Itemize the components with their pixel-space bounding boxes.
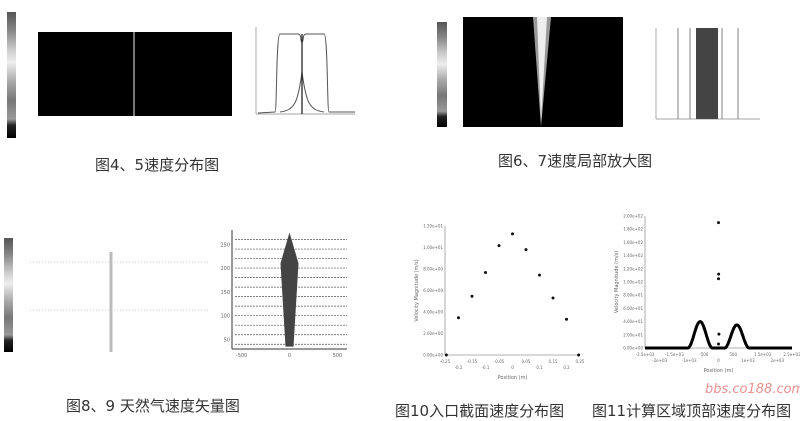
data-point	[551, 296, 555, 300]
x-tick-label: -2e+03	[652, 358, 667, 363]
fig8-vector-field	[30, 252, 210, 352]
x-axis-label: Position (m)	[498, 375, 528, 381]
fig11-caption: 图11计算区域顶部速度分布图	[592, 402, 792, 420]
data-point	[524, 248, 528, 252]
y-tick-label: 1.80e+02	[623, 227, 643, 232]
y-tick-label: 150	[220, 290, 230, 296]
data-point	[717, 221, 720, 225]
y-tick-label: 0.00e+00	[423, 353, 443, 358]
x-tick-label: 0	[511, 365, 514, 370]
x-tick-label: -0.15	[467, 359, 478, 364]
y-tick-label: 2.00e+02	[623, 214, 643, 219]
x-tick-label: -1e+03	[682, 358, 697, 363]
x-tick-label: 500	[729, 352, 737, 357]
fig4-jet-line	[133, 32, 135, 116]
x-tick-label: -2.5e+03	[636, 352, 655, 357]
y-tick-label: 1.40e+02	[623, 253, 643, 258]
x-axis-label: Position (m)	[704, 368, 734, 374]
fig8-colorbar	[4, 238, 13, 352]
fig8-9-caption: 图8、9 天然气速度矢量图	[66, 397, 240, 415]
data-point	[717, 332, 721, 336]
y-tick-label: 1.00e+01	[423, 245, 443, 250]
x-tick-label: 500	[333, 353, 343, 359]
y-axis-label: Velocity Magnitude (m/s)	[414, 259, 420, 321]
data-point	[717, 272, 721, 276]
y-tick-label: 200	[220, 266, 230, 272]
fig7-contour-plot	[655, 28, 760, 120]
vector-plume	[280, 232, 299, 347]
y-tick-label: 8.00e+01	[623, 293, 643, 298]
x-tick-label: -0.05	[494, 359, 505, 364]
x-tick-label: 2e+03	[771, 358, 785, 363]
x-tick-label: -1.5e+03	[665, 352, 684, 357]
data-point	[717, 342, 720, 346]
y-tick-label: 50	[224, 337, 230, 343]
fig10-caption: 图10入口截面速度分布图	[395, 402, 565, 420]
y-tick-label: 2.00e+00	[423, 331, 443, 336]
y-tick-label: 1.20e+01	[423, 224, 443, 229]
y-tick-label: 4.00e+01	[623, 319, 643, 324]
y-tick-label: 1.20e+02	[623, 266, 643, 271]
data-point	[538, 273, 541, 277]
y-tick-label: 1.60e+02	[623, 240, 643, 245]
x-tick-label: 1e+03	[741, 358, 755, 363]
fig4-contour-image	[38, 32, 232, 116]
data-point	[484, 271, 487, 275]
y-tick-label: 250	[220, 242, 230, 248]
fig11-scatter-chart: -2.5e+03-2e+03-1.5e+03-1e+03-500 0 500 1e+0…	[614, 214, 800, 375]
data-point	[470, 294, 474, 298]
x-tick-label: 2.5e+03	[783, 352, 800, 357]
data-point	[497, 244, 501, 248]
x-tick-label: 0	[288, 353, 291, 359]
x-tick-label: 0.25	[576, 359, 585, 364]
fig6-contour-image	[463, 17, 623, 127]
x-tick-label: 0	[717, 358, 720, 363]
data-point	[565, 317, 568, 321]
x-tick-label: -0.1	[482, 365, 490, 370]
data-point	[511, 232, 514, 236]
fig5-velocity-profile	[255, 27, 355, 115]
y-tick-label: 6.00e+00	[423, 288, 443, 293]
fig4-5-caption: 图4、5速度分布图	[95, 156, 220, 174]
data-point	[577, 353, 581, 357]
x-tick-label: 0.05	[522, 359, 531, 364]
x-tick-label: -500	[236, 353, 247, 359]
y-tick-label: 1.00e+02	[623, 280, 643, 285]
x-tick-label: 1.5e+03	[754, 352, 772, 357]
x-tick-label: -0.2	[455, 365, 463, 370]
data-point	[717, 277, 720, 281]
y-tick-label: 4.00e+00	[423, 310, 443, 315]
y-tick-label: 6.00e+01	[623, 306, 643, 311]
watermark: bbs.co188.com	[705, 382, 800, 397]
x-tick-label: 0.15	[549, 359, 558, 364]
x-tick-label: 0.2	[563, 365, 570, 370]
fig6-colorbar	[437, 22, 447, 127]
x-tick-label: 0.1	[536, 365, 543, 370]
y-tick-label: 100	[220, 314, 230, 320]
y-tick-label: 8.00e+00	[423, 267, 443, 272]
y-tick-label: 0.00e+00	[623, 346, 643, 351]
y-axis-label: Velocity Magnitude (m/s)	[614, 251, 620, 313]
fig6-7-caption: 图6、7速度局部放大图	[498, 152, 653, 170]
fig10-scatter-chart: -0.25 -0.2 -0.15 -0.1 -0.05 0 0.05 0.1 0.15 0.2 0.…	[414, 224, 585, 382]
data-point	[457, 316, 460, 320]
data-point	[444, 353, 448, 357]
velocity-curve	[645, 320, 792, 350]
fig9-vector-plot: -500 0 500 50 100 150 200 250	[220, 230, 347, 359]
x-tick-label: -0.25	[440, 359, 451, 364]
x-tick-label: -500	[699, 352, 709, 357]
fig4-colorbar	[7, 12, 16, 138]
y-tick-label: 2.00e+01	[623, 332, 643, 337]
